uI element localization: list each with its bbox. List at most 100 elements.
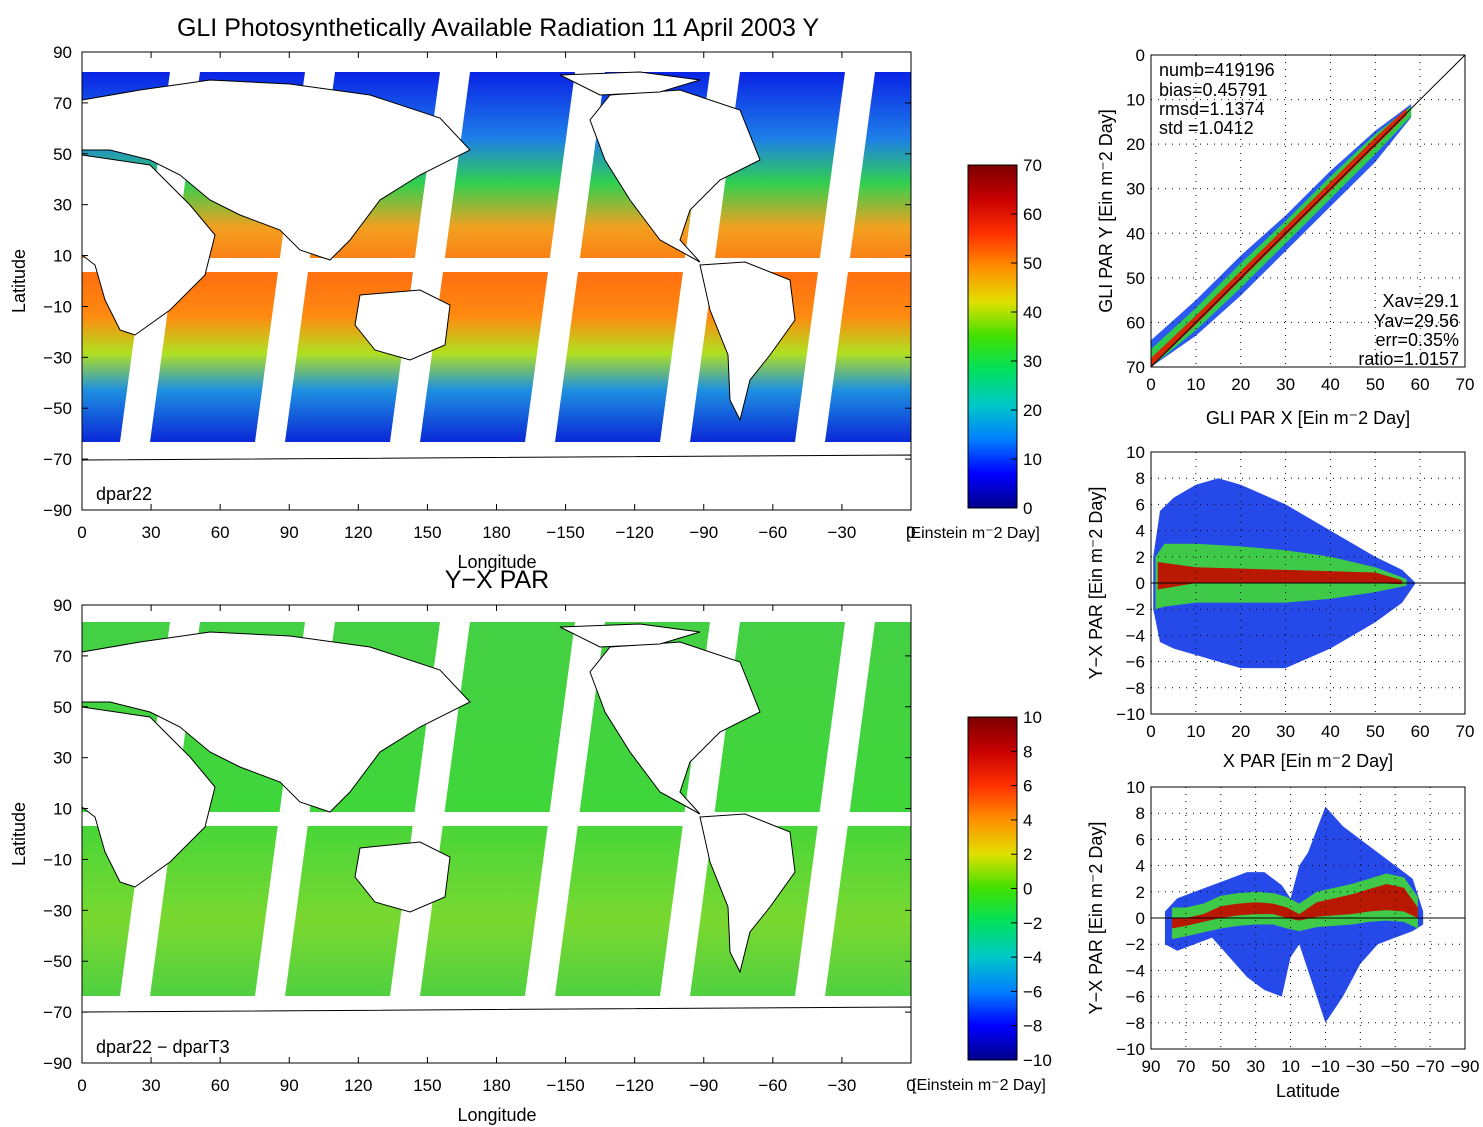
map1-ytick-label: −10 xyxy=(43,297,72,316)
map1-ytick-label: −70 xyxy=(43,450,72,469)
map1-xtick-label: 0 xyxy=(77,523,86,542)
map1-xtick-label: −120 xyxy=(616,523,654,542)
scatter3-ytick-label: −8 xyxy=(1126,1014,1145,1033)
scatter1-xtick-label: 60 xyxy=(1411,375,1430,394)
scatter1-xtick-label: 40 xyxy=(1321,375,1340,394)
map2-plot xyxy=(82,622,911,1063)
map2-ytick-label: 50 xyxy=(53,698,72,717)
map1-panel-label: dpar22 xyxy=(96,484,152,504)
map2-xtick-label: −60 xyxy=(758,1076,787,1095)
map2-colorbar-tick-label: −10 xyxy=(1023,1051,1052,1070)
scatter1-frame xyxy=(1150,54,1466,368)
map1-colorbar-tick-label: 20 xyxy=(1023,401,1042,420)
stat-yav: Yav=29.56 xyxy=(1374,311,1459,331)
map1-colorbar-ramp xyxy=(967,164,1018,509)
map1-xtick-label: 0 xyxy=(906,523,915,542)
stat-rmsd: rmsd=1.1374 xyxy=(1159,99,1265,119)
stat-ratio: ratio=1.0157 xyxy=(1358,349,1459,369)
scatter2-xlabel: X PAR [Ein m⁻2 Day] xyxy=(1223,751,1393,771)
scatter1-stats-top: numb=419196 bias=0.45791 rmsd=1.1374 std… xyxy=(1159,60,1275,138)
scatter2-ytick-label: 6 xyxy=(1136,495,1145,514)
map1-y-ticks: 90 70 50 30 10 −10 −30 −50 −70 −90 xyxy=(43,43,911,520)
scatter3-xtick-label: 50 xyxy=(1211,1057,1230,1076)
map2-ytick-label: 70 xyxy=(53,647,72,666)
map2-xtick-label: 60 xyxy=(211,1076,230,1095)
map2-ytick-label: −10 xyxy=(43,850,72,869)
map1-colorbar-tick-label: 60 xyxy=(1023,205,1042,224)
scatter1-ytick-label: 70 xyxy=(1126,358,1145,377)
map1-xlabel: Longitude xyxy=(457,552,536,572)
map2-xlabel: Longitude xyxy=(457,1105,536,1125)
scatter1-ytick-label: 40 xyxy=(1126,224,1145,243)
scatter1-xtick-label: 20 xyxy=(1231,375,1250,394)
map2-colorbar-tick-label: −8 xyxy=(1023,1017,1042,1036)
map2-ytick-label: −90 xyxy=(43,1054,72,1073)
map1-xtick-label: 180 xyxy=(482,523,510,542)
scatter1-xtick-label: 30 xyxy=(1276,375,1295,394)
map1-plot xyxy=(82,71,911,510)
scatter2-xtick-label: 70 xyxy=(1456,722,1475,741)
scatter1-one-to-one-line xyxy=(1151,55,1465,367)
scatter3-ytick-label: 0 xyxy=(1136,909,1145,928)
map2-ytick-label: −30 xyxy=(43,901,72,920)
map1-colorbar-tick-label: 0 xyxy=(1023,499,1032,518)
map2-colorbar-label: [Einstein m⁻2 Day] xyxy=(912,1077,1046,1094)
scatter2-ytick-label: 0 xyxy=(1136,574,1145,593)
scatter2-ytick-label: −10 xyxy=(1116,705,1145,724)
map2-colorbar-tick-label: 8 xyxy=(1023,742,1032,761)
map1-x-ticks: 0 30 60 90 120 150 180 −150 −120 −90 −60 −30 0 xyxy=(77,52,916,542)
scatter1-xtick-label: 70 xyxy=(1456,375,1475,394)
map1-title: GLI Photosynthetically Available Radiati… xyxy=(177,14,819,42)
scatter3-density-mid xyxy=(1171,873,1418,939)
map2-ytick-label: 10 xyxy=(53,800,72,819)
map2-xtick-label: −90 xyxy=(689,1076,718,1095)
stat-xav: Xav=29.1 xyxy=(1382,291,1459,311)
scatter1-density-core xyxy=(1151,108,1407,367)
scatter1-ytick-label: 10 xyxy=(1126,91,1145,110)
map2-y-ticks: 90 70 50 30 10 −10 −30 −50 −70 −90 xyxy=(43,596,911,1073)
map2-xtick-label: −30 xyxy=(827,1076,856,1095)
map2-ylabel: Latitude xyxy=(9,802,29,866)
map1-colorbar-tick-label: 10 xyxy=(1023,450,1042,469)
scatter3-xtick-label: 30 xyxy=(1246,1057,1265,1076)
scatter2-ytick-label: 4 xyxy=(1136,522,1145,541)
scatter2-xtick-label: 0 xyxy=(1146,722,1155,741)
map1-colorbar-tick-label: 40 xyxy=(1023,303,1042,322)
scatter1-ytick-label: 30 xyxy=(1126,180,1145,199)
map2-xtick-label: 0 xyxy=(906,1076,915,1095)
map1-xtick-label: −150 xyxy=(546,523,584,542)
map2-xtick-label: −120 xyxy=(616,1076,654,1095)
map1-xtick-label: −90 xyxy=(689,523,718,542)
map1-ytick-label: 90 xyxy=(53,43,72,62)
scatter3-xtick-label: −10 xyxy=(1311,1057,1340,1076)
map1-ytick-label: 30 xyxy=(53,196,72,215)
scatter3-plot xyxy=(1151,806,1465,1023)
scatter3-ytick-label: 8 xyxy=(1136,804,1145,823)
map2-colorbar-tick-label: −6 xyxy=(1023,982,1042,1001)
map1-colorbar-tick-label: 70 xyxy=(1023,156,1042,175)
map1-ytick-label: 10 xyxy=(53,247,72,266)
scatter2-xtick-label: 20 xyxy=(1231,722,1250,741)
map2-colorbar-tick-label: 4 xyxy=(1023,811,1032,830)
stat-bias: bias=0.45791 xyxy=(1159,80,1268,100)
map2-colorbar-tick-label: 2 xyxy=(1023,845,1032,864)
scatter1-stats-bottom: Xav=29.1 Yav=29.56 err=0.35% ratio=1.015… xyxy=(1358,291,1459,369)
map1-land xyxy=(82,71,911,510)
scatter2-plot xyxy=(1151,478,1465,669)
scatter3-xtick-label: 10 xyxy=(1281,1057,1300,1076)
stat-err: err=0.35% xyxy=(1375,330,1459,350)
map1-ytick-label: −50 xyxy=(43,399,72,418)
map2-colorbar-tick-label: 6 xyxy=(1023,777,1032,796)
scatter3-xtick-label: −30 xyxy=(1346,1057,1375,1076)
scatter1-plot xyxy=(1151,55,1465,367)
scatter2-xtick-label: 10 xyxy=(1186,722,1205,741)
map2-ytick-label: −70 xyxy=(43,1003,72,1022)
scatter3-ytick-label: 4 xyxy=(1136,857,1145,876)
map2-xtick-label: 90 xyxy=(280,1076,299,1095)
map1-xtick-label: 120 xyxy=(344,523,372,542)
scatter2-ytick-label: 2 xyxy=(1136,548,1145,567)
scatter3-xtick-label: −70 xyxy=(1416,1057,1445,1076)
map2-xtick-label: 0 xyxy=(77,1076,86,1095)
